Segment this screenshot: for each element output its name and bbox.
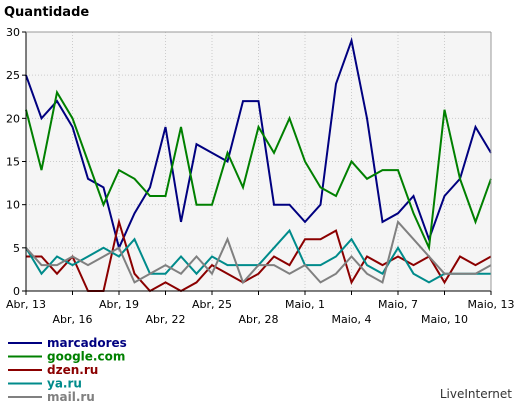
x-tick-label: Abr, 22: [145, 313, 185, 326]
x-tick-label: Abr, 16: [52, 313, 92, 326]
legend-label-dzen-ru: dzen.ru: [47, 363, 98, 377]
y-tick-label: 0: [13, 285, 20, 298]
y-tick-label: 25: [6, 69, 20, 82]
series-line-mail-ru: [25, 219, 492, 285]
series-line-google-com: [25, 89, 492, 252]
x-tick-label: Maio, 4: [331, 313, 371, 326]
y-tick-label: 10: [6, 199, 20, 212]
legend-label-marcadores: marcadores: [47, 336, 127, 350]
legend-label-ya-ru: ya.ru: [47, 377, 82, 391]
x-tick-label: Maio, 1: [285, 298, 325, 311]
watermark-text: LiveInternet: [440, 387, 512, 401]
y-tick-label: 15: [6, 156, 20, 169]
chart-title: Quantidade: [4, 5, 89, 20]
legend-label-google-com: google.com: [47, 350, 125, 364]
x-tick-label: Abr, 19: [99, 298, 139, 311]
x-tick-label: Abr, 13: [6, 298, 46, 311]
x-tick-label: Maio, 13: [467, 298, 514, 311]
x-tick-label: Abr, 28: [238, 313, 278, 326]
series-line-marcadores: [25, 36, 492, 251]
x-tick-label: Maio, 10: [421, 313, 468, 326]
plot-area: 0 5 10 15 20 25 30 Abr, 13 Abr, 16 Abr, 19 Abr, 22…: [6, 26, 515, 326]
y-tick-label: 5: [13, 242, 20, 255]
y-tick-label: 20: [6, 112, 20, 125]
x-tick-label: Maio, 7: [378, 298, 418, 311]
legend-label-mail-ru: mail.ru: [47, 390, 95, 404]
y-tick-label: 30: [6, 26, 20, 39]
x-tick-label: Abr, 25: [192, 298, 232, 311]
